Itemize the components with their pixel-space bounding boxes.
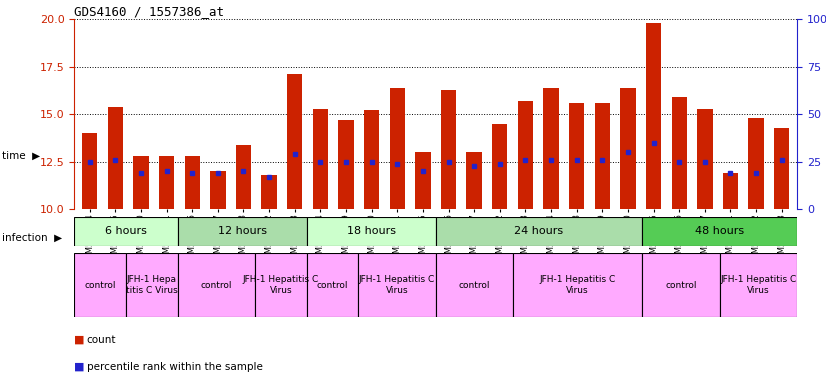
Bar — [518, 101, 533, 209]
Bar — [643, 253, 719, 317]
Text: JFH-1 Hepatitis C
Virus: JFH-1 Hepatitis C Virus — [358, 275, 435, 295]
Bar — [697, 109, 713, 209]
Text: time  ▶: time ▶ — [2, 151, 40, 161]
Text: JFH-1 Hepatitis C
Virus: JFH-1 Hepatitis C Virus — [720, 275, 796, 295]
Text: JFH-1 Hepatitis C
Virus: JFH-1 Hepatitis C Virus — [539, 275, 616, 295]
Bar — [467, 152, 482, 209]
Bar — [364, 111, 379, 209]
Bar — [569, 103, 584, 209]
Bar — [178, 217, 306, 246]
Text: 18 hours: 18 hours — [347, 226, 396, 237]
Text: ■: ■ — [74, 362, 85, 372]
Text: count: count — [87, 335, 116, 345]
Text: percentile rank within the sample: percentile rank within the sample — [87, 362, 263, 372]
Bar — [210, 171, 225, 209]
Bar — [646, 23, 662, 209]
Text: ■: ■ — [74, 335, 85, 345]
Bar — [544, 88, 558, 209]
Text: control: control — [316, 281, 349, 290]
Bar — [492, 124, 507, 209]
Bar — [178, 253, 255, 317]
Bar — [436, 217, 643, 246]
Bar — [235, 145, 251, 209]
Bar — [107, 107, 123, 209]
Text: 48 hours: 48 hours — [695, 226, 744, 237]
Bar — [774, 127, 790, 209]
Bar — [287, 74, 302, 209]
Text: 12 hours: 12 hours — [217, 226, 267, 237]
Text: 24 hours: 24 hours — [515, 226, 563, 237]
Bar — [74, 217, 178, 246]
Text: control: control — [84, 281, 116, 290]
Bar — [339, 120, 354, 209]
Bar — [82, 133, 97, 209]
Bar — [262, 175, 277, 209]
Text: control: control — [665, 281, 696, 290]
Text: control: control — [458, 281, 490, 290]
Bar — [306, 217, 436, 246]
Bar — [159, 156, 174, 209]
Bar — [595, 103, 610, 209]
Bar — [390, 88, 405, 209]
Bar — [184, 156, 200, 209]
Bar — [748, 118, 764, 209]
Bar — [723, 173, 738, 209]
Bar — [255, 253, 306, 317]
Bar — [719, 253, 797, 317]
Text: infection  ▶: infection ▶ — [2, 233, 63, 243]
Text: JFH-1 Hepatitis C
Virus: JFH-1 Hepatitis C Virus — [243, 275, 319, 295]
Bar — [513, 253, 643, 317]
Text: 6 hours: 6 hours — [105, 226, 147, 237]
Bar — [358, 253, 436, 317]
Bar — [415, 152, 430, 209]
Text: JFH-1 Hepa
titis C Virus: JFH-1 Hepa titis C Virus — [126, 275, 178, 295]
Text: GDS4160 / 1557386_at: GDS4160 / 1557386_at — [74, 5, 225, 18]
Bar — [306, 253, 358, 317]
Bar — [436, 253, 513, 317]
Bar — [620, 88, 636, 209]
Bar — [313, 109, 328, 209]
Text: control: control — [201, 281, 232, 290]
Bar — [441, 89, 456, 209]
Bar — [672, 97, 687, 209]
Bar — [126, 253, 178, 317]
Bar — [74, 253, 126, 317]
Bar — [643, 217, 797, 246]
Bar — [133, 156, 149, 209]
